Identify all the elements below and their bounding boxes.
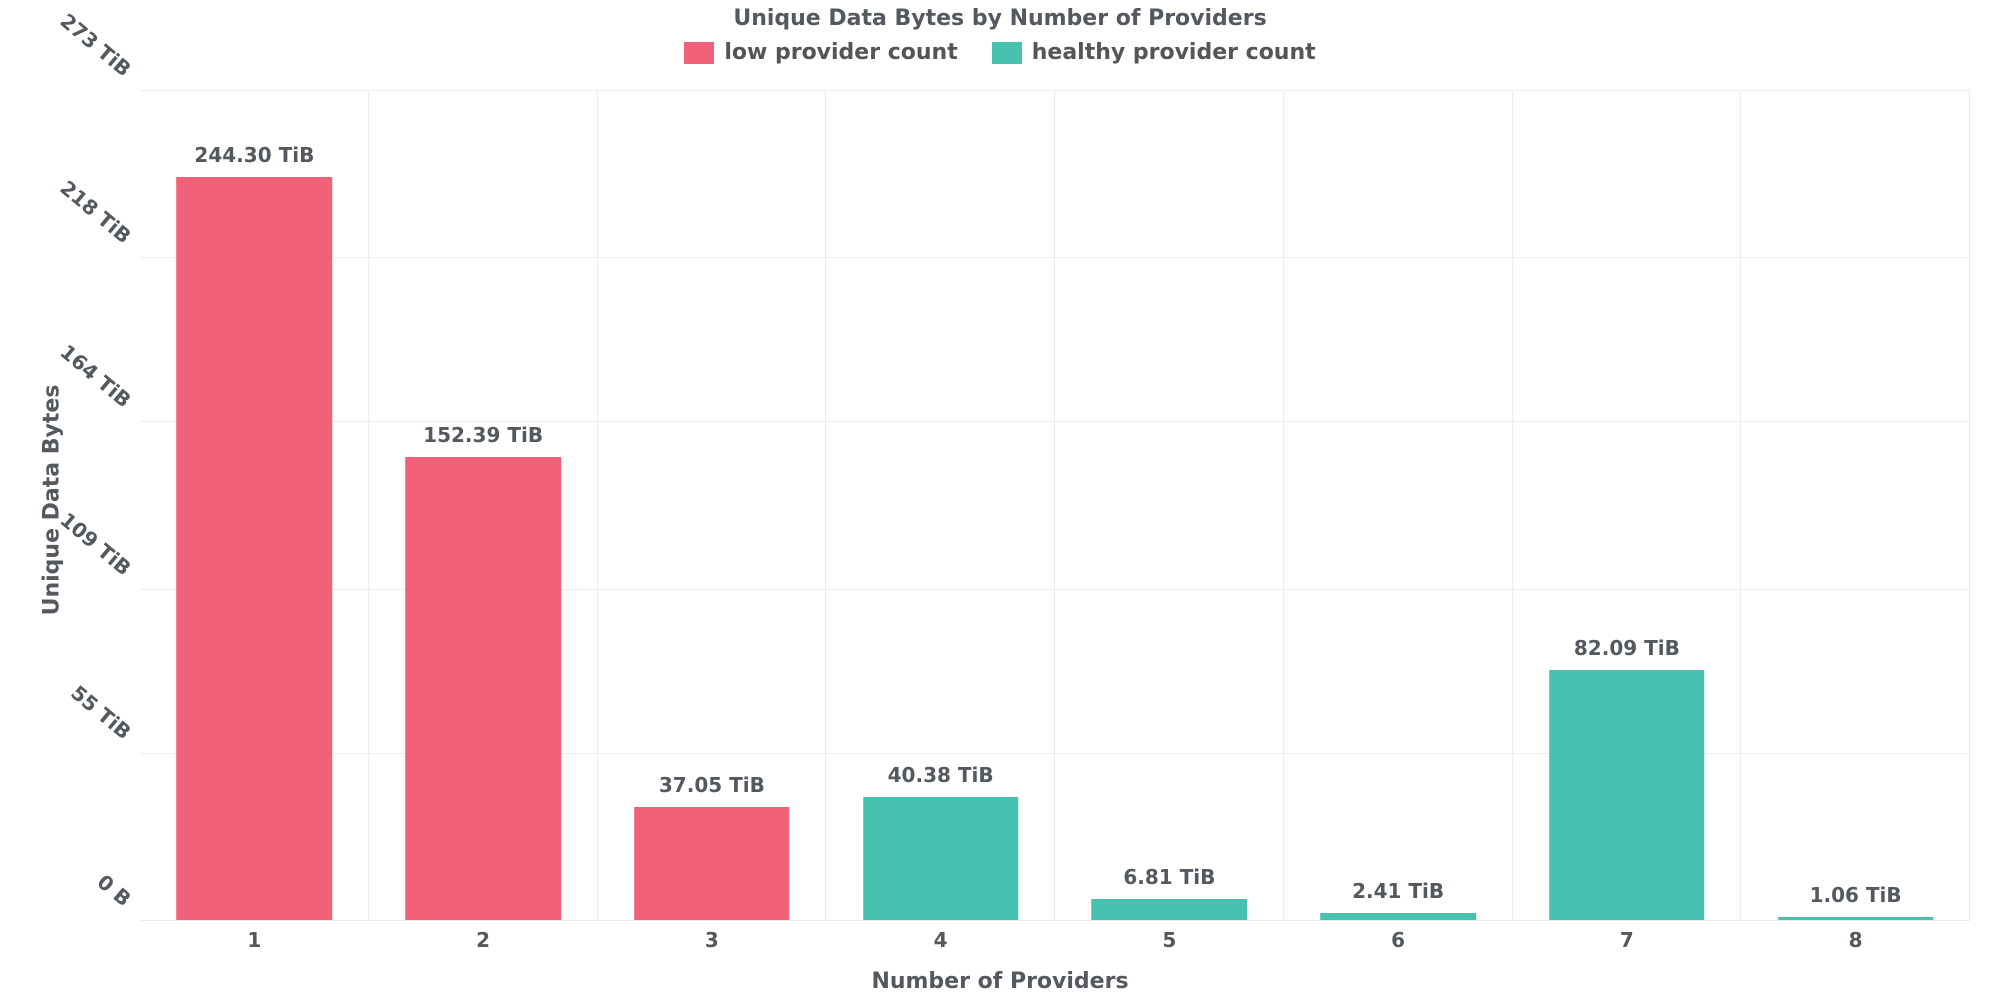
plot-area: 0 B55 TiB109 TiB164 TiB218 TiB273 TiB244…	[140, 90, 1970, 920]
chart-title: Unique Data Bytes by Number of Providers	[0, 6, 2000, 31]
x-tick-label: 8	[1741, 928, 1970, 952]
bar-slot: 6.81 TiB	[1055, 90, 1284, 920]
bar	[1549, 670, 1705, 920]
bar	[1092, 899, 1248, 920]
legend-label-low: low provider count	[724, 40, 957, 65]
chart-legend: low provider count healthy provider coun…	[0, 40, 2000, 65]
bar	[634, 807, 790, 920]
bar	[1320, 913, 1476, 920]
bar-slot: 82.09 TiB	[1513, 90, 1742, 920]
x-axis-label: Number of Providers	[0, 969, 2000, 994]
bar-value-label: 6.81 TiB	[1123, 865, 1215, 889]
legend-item-low: low provider count	[684, 40, 957, 65]
gridline	[140, 920, 1970, 921]
bar-value-label: 244.30 TiB	[194, 143, 314, 167]
bar-slot: 40.38 TiB	[826, 90, 1055, 920]
x-tick-label: 2	[369, 928, 598, 952]
bar	[863, 797, 1019, 920]
bar-value-label: 2.41 TiB	[1352, 879, 1444, 903]
y-tick-label: 218 TiB	[28, 153, 135, 249]
gridline-vertical	[1969, 90, 1970, 920]
bar-value-label: 82.09 TiB	[1574, 636, 1680, 660]
bar-value-label: 1.06 TiB	[1810, 883, 1902, 907]
bar-slot: 2.41 TiB	[1284, 90, 1513, 920]
legend-swatch-healthy	[992, 42, 1022, 64]
bar-slot: 37.05 TiB	[598, 90, 827, 920]
bar-value-label: 37.05 TiB	[659, 773, 765, 797]
bars-row: 244.30 TiB 152.39 TiB 37.05 TiB 40.38 TiB 6.…	[140, 90, 1970, 920]
bar	[1778, 917, 1934, 920]
x-tick-label: 6	[1284, 928, 1513, 952]
bar-value-label: 40.38 TiB	[888, 763, 994, 787]
bar-slot: 1.06 TiB	[1741, 90, 1970, 920]
x-tick-label: 1	[140, 928, 369, 952]
legend-item-healthy: healthy provider count	[992, 40, 1316, 65]
x-axis: 12345678	[140, 928, 1970, 952]
x-tick-label: 5	[1055, 928, 1284, 952]
bar	[177, 177, 333, 920]
x-tick-label: 3	[598, 928, 827, 952]
x-tick-label: 7	[1513, 928, 1742, 952]
x-tick-label: 4	[826, 928, 1055, 952]
bar-value-label: 152.39 TiB	[423, 423, 543, 447]
legend-swatch-low	[684, 42, 714, 64]
y-tick-label: 0 B	[28, 816, 135, 912]
y-tick-label: 55 TiB	[28, 648, 135, 744]
bar	[405, 457, 561, 920]
bar-slot: 152.39 TiB	[369, 90, 598, 920]
bar-slot: 244.30 TiB	[140, 90, 369, 920]
chart-container: Unique Data Bytes by Number of Providers…	[0, 0, 2000, 1000]
legend-label-healthy: healthy provider count	[1032, 40, 1316, 65]
